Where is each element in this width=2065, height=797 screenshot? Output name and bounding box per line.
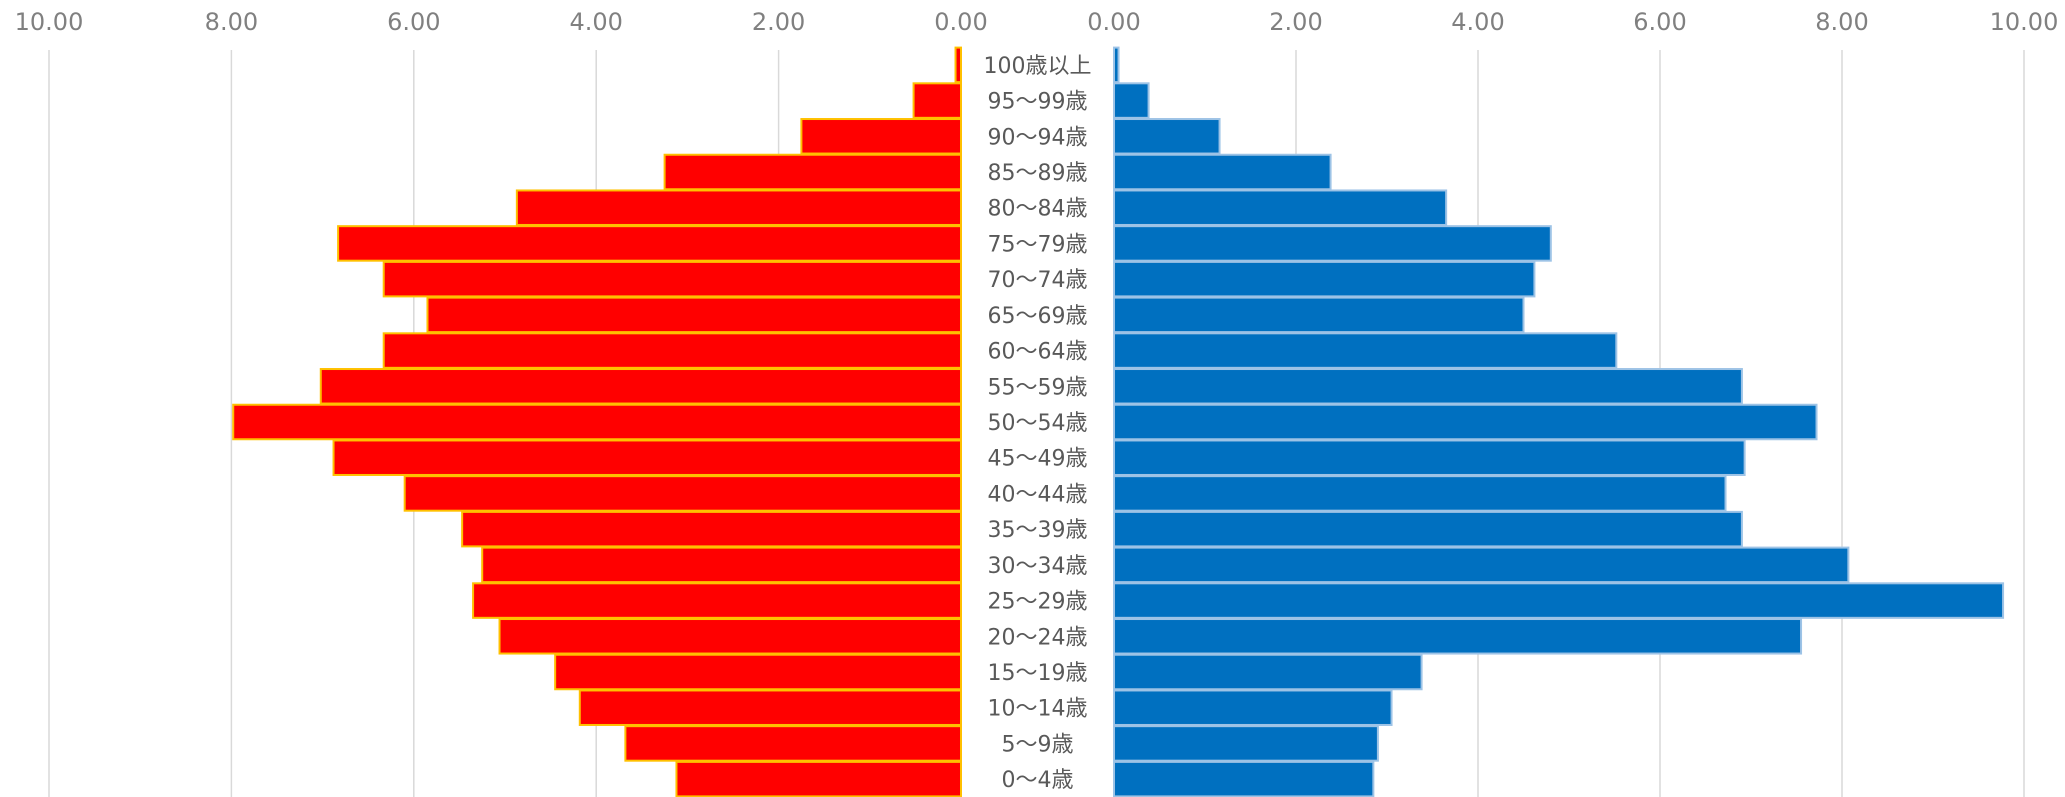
right-bar — [1113, 582, 2005, 619]
age-group-label: 95〜99歳 — [988, 90, 1088, 115]
age-group-label: 25〜29歳 — [988, 590, 1088, 615]
left-bar — [319, 368, 962, 405]
right-axis-tick-label: 8.00 — [1815, 8, 1868, 36]
age-group-label: 15〜19歳 — [988, 661, 1088, 686]
right-bar — [1113, 189, 1448, 226]
left-axis-tick-label: 8.00 — [205, 8, 258, 36]
category-labels: 100歳以上 95〜99歳 90〜94歳 85〜89歳 80〜84歳 75〜79歳 70〜7… — [984, 54, 1092, 793]
age-group-label: 75〜79歳 — [988, 232, 1088, 257]
left-bar — [578, 689, 962, 726]
left-bar — [382, 332, 963, 369]
right-bar — [1113, 618, 1803, 655]
age-group-label: 5〜9歳 — [1002, 732, 1074, 757]
left-bar — [232, 403, 962, 441]
left-axis-tick-label: 2.00 — [752, 8, 805, 36]
left-axis-tick-label: 4.00 — [569, 8, 622, 36]
age-group-label: 90〜94歳 — [988, 125, 1088, 150]
left-axis-tick-label: 0.00 — [934, 8, 987, 36]
age-group-label: 10〜14歳 — [988, 697, 1088, 722]
age-group-label: 55〜59歳 — [988, 375, 1088, 400]
left-bar — [800, 118, 963, 155]
left-bar — [382, 260, 963, 298]
left-bar — [675, 760, 962, 797]
right-bar — [1113, 475, 1727, 512]
age-group-label: 70〜74歳 — [988, 268, 1088, 293]
right-series-bars — [1113, 46, 2005, 797]
right-bar — [1113, 546, 1850, 584]
right-bar — [1113, 760, 1375, 797]
age-group-label: 0〜4歳 — [1002, 768, 1074, 793]
age-group-label: 30〜34歳 — [988, 554, 1088, 579]
left-bar — [426, 296, 963, 334]
left-series-bars — [232, 46, 963, 797]
right-bar — [1113, 118, 1221, 155]
right-bar — [1113, 368, 1743, 405]
left-axis-tick-labels: 10.00 8.00 6.00 4.00 2.00 0.00 — [15, 8, 988, 36]
age-group-label: 80〜84歳 — [988, 197, 1088, 222]
age-group-label: 35〜39歳 — [988, 518, 1088, 543]
left-bar — [337, 225, 962, 262]
age-group-label: 40〜44歳 — [988, 482, 1088, 507]
left-axis-tick-label: 6.00 — [387, 8, 440, 36]
right-bar — [1113, 689, 1393, 726]
left-axis-tick-label: 10.00 — [15, 8, 84, 36]
right-bar — [1113, 510, 1743, 548]
age-group-label: 50〜54歳 — [988, 411, 1088, 436]
age-group-label: 100歳以上 — [984, 54, 1092, 79]
right-bar — [1113, 725, 1379, 762]
age-group-label: 65〜69歳 — [988, 304, 1088, 329]
right-bar — [1113, 296, 1525, 334]
right-bar — [1113, 46, 1120, 84]
right-axis-tick-label: 6.00 — [1633, 8, 1686, 36]
right-axis-tick-label: 2.00 — [1269, 8, 1322, 36]
right-bar — [1113, 260, 1536, 298]
age-group-label: 45〜49歳 — [988, 447, 1088, 472]
left-bar — [624, 725, 962, 762]
age-group-label: 60〜64歳 — [988, 340, 1088, 365]
right-bar — [1113, 153, 1332, 191]
right-axis-tick-label: 10.00 — [1990, 8, 2059, 36]
right-bar — [1113, 439, 1746, 476]
right-axis-tick-labels: 0.00 2.00 4.00 6.00 8.00 10.00 — [1087, 8, 2058, 36]
left-bar — [403, 475, 962, 512]
left-bar — [498, 618, 962, 655]
right-bar — [1113, 403, 1818, 441]
right-bar — [1113, 332, 1618, 369]
left-bar — [472, 582, 962, 619]
age-group-label: 20〜24歳 — [988, 625, 1088, 650]
right-bar — [1113, 82, 1150, 119]
left-bar — [912, 82, 962, 119]
left-bar — [954, 46, 963, 84]
right-axis-tick-label: 4.00 — [1451, 8, 1504, 36]
left-bar — [663, 153, 962, 191]
age-group-label: 85〜89歳 — [988, 161, 1088, 186]
left-bar — [515, 189, 963, 226]
left-bar — [481, 546, 962, 584]
left-bar — [332, 439, 962, 476]
right-bar — [1113, 653, 1423, 691]
left-bar — [554, 653, 962, 691]
right-bar — [1113, 225, 1552, 262]
right-axis-tick-label: 0.00 — [1087, 8, 1140, 36]
left-bar — [461, 510, 962, 548]
